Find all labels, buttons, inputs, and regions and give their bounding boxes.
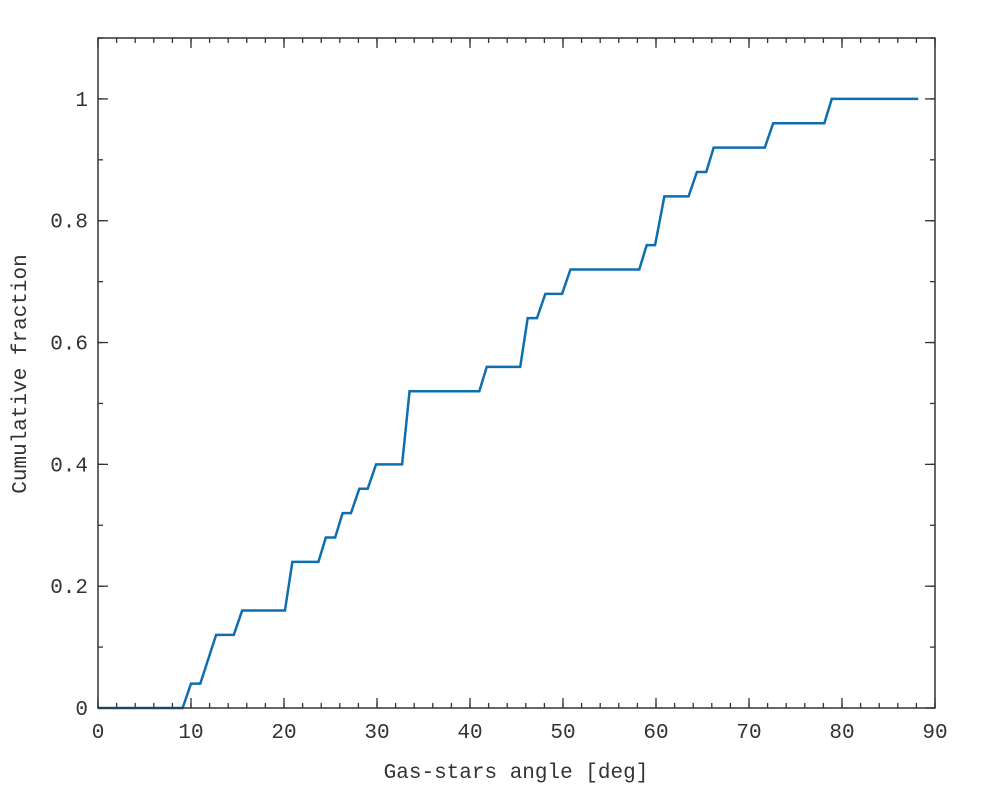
x-tick-label: 0 — [92, 722, 105, 745]
x-tick-label: 40 — [457, 722, 482, 745]
y-tick-label: 0.2 — [50, 577, 88, 600]
y-tick-label: 0.6 — [50, 334, 88, 357]
x-axis-label: Gas-stars angle [deg] — [384, 762, 649, 785]
x-tick-label: 70 — [736, 722, 761, 745]
y-tick-label: 0 — [75, 699, 88, 722]
y-tick-label: 1 — [75, 90, 88, 113]
y-axis-label: Cumulative fraction — [10, 254, 33, 493]
y-tick-label: 0.4 — [50, 455, 88, 478]
x-tick-label: 10 — [178, 722, 203, 745]
x-tick-label: 80 — [829, 722, 854, 745]
plot-frame — [97, 37, 936, 709]
x-tick-label: 90 — [922, 722, 947, 745]
x-tick-label: 60 — [643, 722, 668, 745]
data-line — [98, 97, 919, 710]
x-tick-label: 50 — [550, 722, 575, 745]
x-tick-label: 30 — [364, 722, 389, 745]
x-tick-label: 20 — [271, 722, 296, 745]
y-tick-label: 0.8 — [50, 212, 88, 235]
